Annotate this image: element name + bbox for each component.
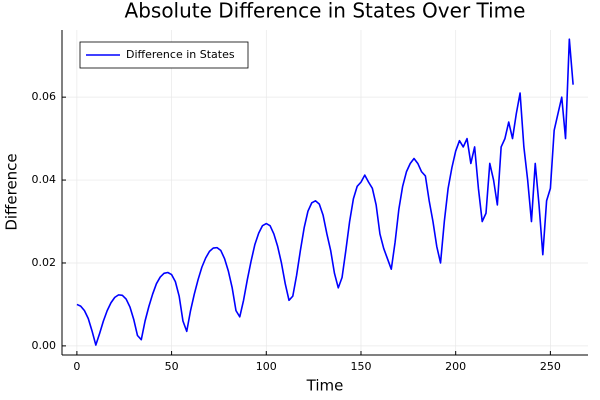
- y-tick-label: 0.00: [32, 339, 57, 352]
- x-tick-label: 250: [540, 360, 561, 373]
- x-tick-label: 100: [256, 360, 277, 373]
- x-tick-label: 200: [445, 360, 466, 373]
- x-axis-label: Time: [306, 377, 344, 395]
- y-tick-label: 0.02: [32, 256, 57, 269]
- legend-label: Difference in States: [126, 48, 235, 61]
- chart-title: Absolute Difference in States Over Time: [125, 0, 526, 23]
- x-tick-label: 0: [73, 360, 80, 373]
- x-tick-label: 150: [350, 360, 371, 373]
- y-axis-label: Difference: [3, 153, 21, 230]
- x-tick-label: 50: [165, 360, 179, 373]
- y-tick-label: 0.06: [32, 90, 57, 103]
- y-tick-label: 0.04: [32, 173, 57, 186]
- line-series: [76, 38, 574, 346]
